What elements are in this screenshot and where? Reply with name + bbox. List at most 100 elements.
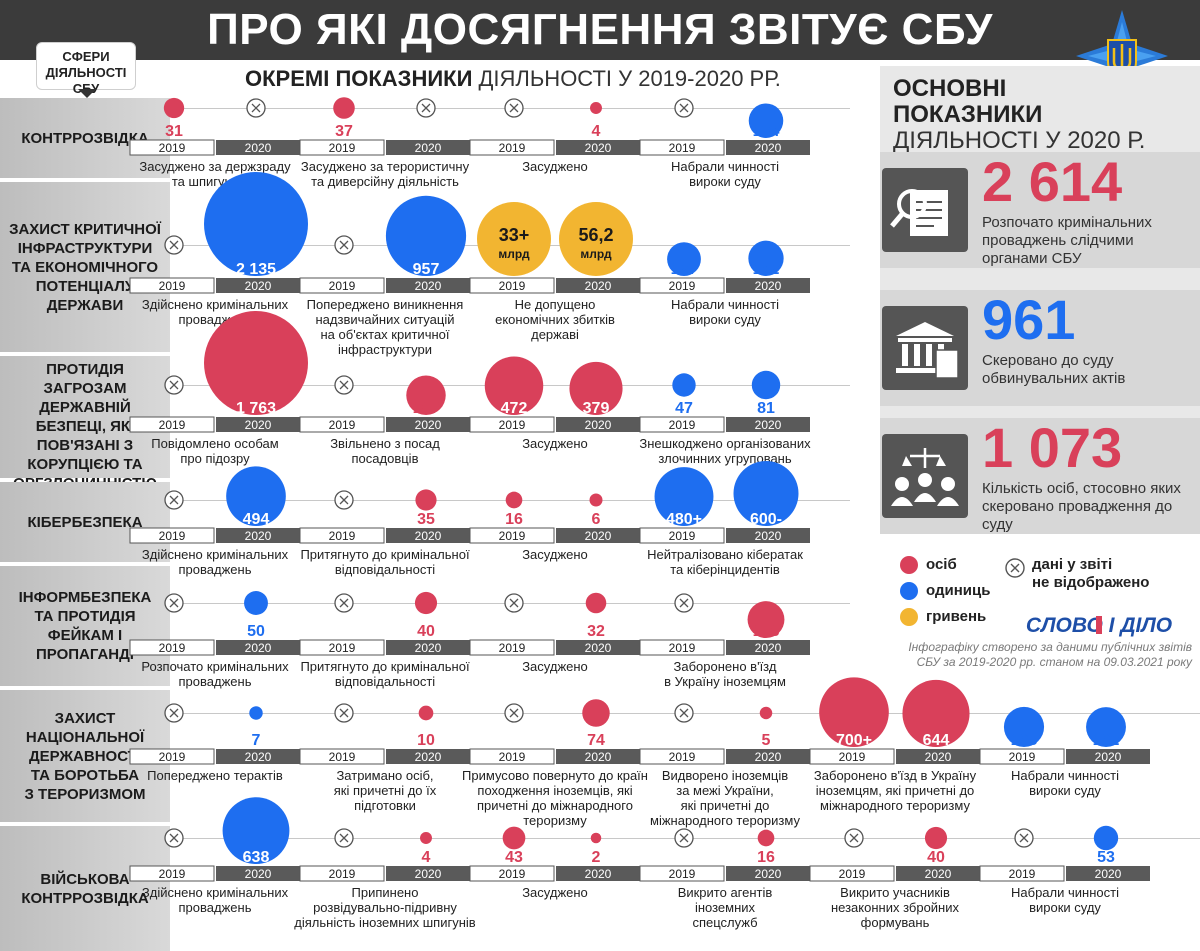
year-box-2020 <box>386 278 470 293</box>
year-boxes: 2019 2020 <box>299 639 470 656</box>
key-stats-title: ОСНОВНІ ПОКАЗНИКИ ДІЯЛЬНОСТІ У 2020 Р. <box>893 76 1193 154</box>
year-label-2020: 2020 <box>755 279 782 293</box>
indicator-caption: Припинено <box>352 885 419 900</box>
indicator-caption: які причетні до їх <box>334 783 437 798</box>
units-bubble <box>244 591 268 615</box>
indicator-caption: посадовців <box>352 451 419 466</box>
persons-bubble <box>924 826 948 850</box>
no-data-icon <box>246 98 266 118</box>
no-data-icon <box>674 593 694 613</box>
value-label: 638 <box>243 849 270 866</box>
indicator-caption: Не допущено <box>515 297 596 312</box>
section-label-line: ФЕЙКАМ І <box>47 627 123 644</box>
year-boxes: 2019 2020 <box>639 416 810 433</box>
indicator-caption: в Україну іноземцям <box>664 674 786 689</box>
year-boxes: 2019 2020 <box>469 527 640 544</box>
value-label: 957 <box>413 261 440 278</box>
section-label-line: ДЕРЖАВИ <box>46 297 124 314</box>
year-box-2020 <box>726 866 810 881</box>
indicator-caption: діяльність іноземних шпигунів <box>294 915 476 930</box>
year-box-2019 <box>129 527 215 544</box>
indicator-caption: інфраструктури <box>338 342 432 357</box>
legend-persons-label: осіб <box>926 556 957 573</box>
value-label: 472 <box>501 400 528 417</box>
year-box-2019 <box>469 277 555 294</box>
stat-description-line: проваджень слідчими <box>982 232 1134 249</box>
no-data-icon <box>334 235 354 255</box>
indicator-caption: Попереджено терактів <box>147 768 283 783</box>
year-label-2019: 2019 <box>329 867 356 881</box>
value-label: 379 <box>583 400 610 417</box>
year-label-2020: 2020 <box>585 641 612 655</box>
people-scales-icon <box>882 434 968 518</box>
year-box-2020 <box>1066 866 1150 881</box>
year-box-2020 <box>386 140 470 155</box>
key-stats-title-line: ПОКАЗНИКИ <box>893 101 1043 128</box>
indicator-caption: вироки суду <box>689 174 761 189</box>
people-scales-icon-art <box>891 448 959 506</box>
brand-logo-art: СЛОВО І ДІЛО <box>1010 614 1188 637</box>
indicator-caption: вироки суду <box>1029 783 1101 798</box>
sidebar-arrow-icon <box>78 89 96 98</box>
year-label-2020: 2020 <box>1095 750 1122 764</box>
indicator-caption: Видворено іноземців <box>662 768 788 783</box>
year-box-2019 <box>129 139 215 156</box>
year-label-2019: 2019 <box>669 141 696 155</box>
no-data-icon <box>164 593 184 613</box>
brand-logo: СЛОВО І ДІЛО <box>1010 612 1188 638</box>
year-box-2019 <box>469 748 555 765</box>
value-label: 7 <box>252 732 261 749</box>
year-box-2019 <box>639 277 725 294</box>
year-box-2019 <box>469 639 555 656</box>
year-box-2019 <box>979 865 1065 882</box>
units-bubble <box>226 466 286 526</box>
value-label: 40 <box>927 849 945 866</box>
year-label-2019: 2019 <box>329 750 356 764</box>
year-box-2020 <box>726 140 810 155</box>
year-label-2020: 2020 <box>415 418 442 432</box>
no-data-icon <box>674 703 694 723</box>
no-data-icon <box>164 235 184 255</box>
section-band <box>0 182 170 352</box>
courthouse-document-icon-art <box>896 322 959 379</box>
year-label-2020: 2020 <box>925 867 952 881</box>
value-label: 32 <box>587 623 605 640</box>
section-label-line: КОНТРРОЗВІДКА <box>21 890 149 907</box>
sidebar-heading-line: СФЕРИ <box>62 49 110 64</box>
section-band <box>0 566 170 686</box>
indicator-caption: за межі України, <box>676 783 774 798</box>
legend-units-label: одиниць <box>926 582 991 599</box>
value-label: 158 <box>753 623 780 640</box>
indicator-caption: Примусово повернуто до країн <box>462 768 648 783</box>
year-box-2019 <box>639 139 725 156</box>
legend-persons-dot <box>900 556 918 574</box>
section-label-line: ТА БОРОТЬБА <box>30 767 140 784</box>
sidebar-heading: СФЕРИ ДІЯЛЬНОСТІ СБУ <box>36 42 136 96</box>
indicator-caption: проваджень <box>179 900 252 915</box>
year-box-2020 <box>216 749 300 764</box>
persons-bubble <box>414 591 438 615</box>
year-box-2019 <box>639 416 725 433</box>
persons-bubble <box>757 829 775 847</box>
source-note: Інфографіку створено за даними публічних… <box>880 640 1192 670</box>
magnifier-document-icon-art <box>890 189 948 236</box>
year-box-2019 <box>129 277 215 294</box>
no-data-icon <box>504 703 524 723</box>
year-label-2020: 2020 <box>755 641 782 655</box>
units-bubble <box>385 195 467 276</box>
no-data-icon <box>334 593 354 613</box>
section-label-line: КІБЕРБЕЗПЕКА <box>27 514 143 531</box>
indicator-caption: Викрито учасників <box>840 885 950 900</box>
year-box-2020 <box>1066 749 1150 764</box>
year-boxes: 2019 2020 <box>639 139 810 156</box>
persons-bubble <box>759 706 773 720</box>
indicator-caption: Засуджено <box>522 885 588 900</box>
persons-bubble <box>582 699 610 727</box>
indicator-caption: Викрито агентів <box>678 885 773 900</box>
value-label: 56,2 <box>578 225 613 245</box>
stat-description-line: Кількість осіб, стосовно яких <box>982 480 1181 497</box>
value-label: 37 <box>335 123 353 140</box>
stat-description: Розпочато кримінальних проваджень слідчим… <box>982 214 1197 268</box>
year-box-2020 <box>216 278 300 293</box>
section-band <box>0 482 170 562</box>
